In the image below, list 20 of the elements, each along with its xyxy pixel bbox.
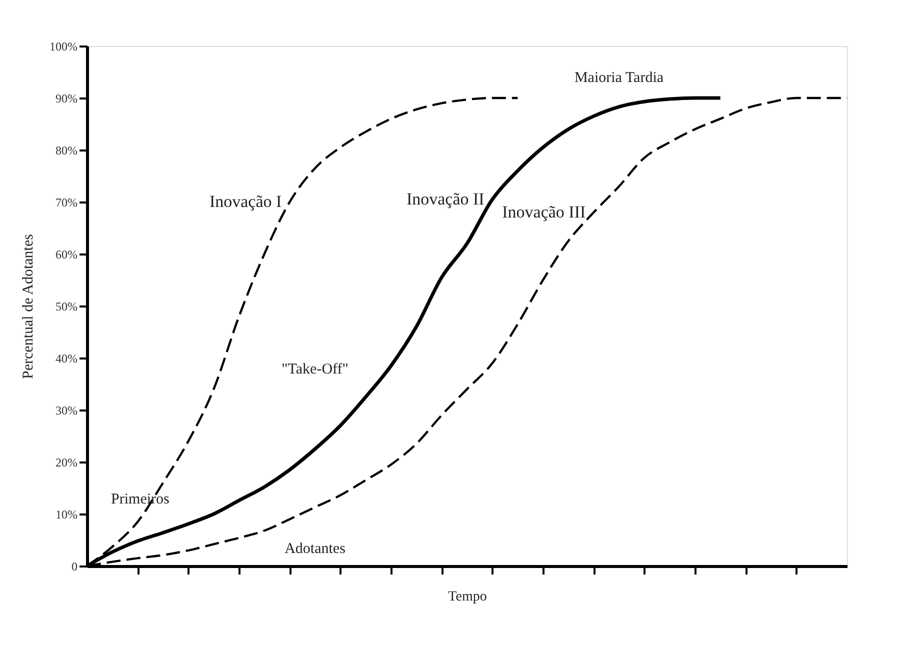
y-tick-label: 90% bbox=[56, 92, 78, 106]
y-tick-label: 10% bbox=[56, 508, 78, 522]
annotation: "Take-Off" bbox=[282, 361, 348, 378]
y-tick-label: 100% bbox=[50, 40, 78, 54]
y-tick-label: 50% bbox=[56, 300, 78, 314]
y-tick-label: 20% bbox=[56, 456, 78, 470]
y-axis-title: Percentual de Adotantes bbox=[20, 234, 37, 379]
series-label: Inovação III bbox=[502, 202, 586, 222]
y-tick-label: 60% bbox=[56, 248, 78, 262]
x-axis-title: Tempo bbox=[448, 590, 487, 604]
y-tick-label: 0 bbox=[72, 560, 78, 574]
y-tick-label: 30% bbox=[56, 404, 78, 418]
series-label: Inovação II bbox=[406, 189, 485, 208]
annotation: Adotantes bbox=[284, 540, 346, 557]
annotation: Primeiros bbox=[111, 491, 170, 508]
y-tick-label: 70% bbox=[56, 196, 78, 210]
annotation: Maioria Tardia bbox=[574, 70, 664, 86]
series-label: Inovação I bbox=[209, 192, 282, 211]
y-tick-label: 40% bbox=[56, 352, 78, 366]
y-tick-label: 80% bbox=[56, 144, 78, 158]
